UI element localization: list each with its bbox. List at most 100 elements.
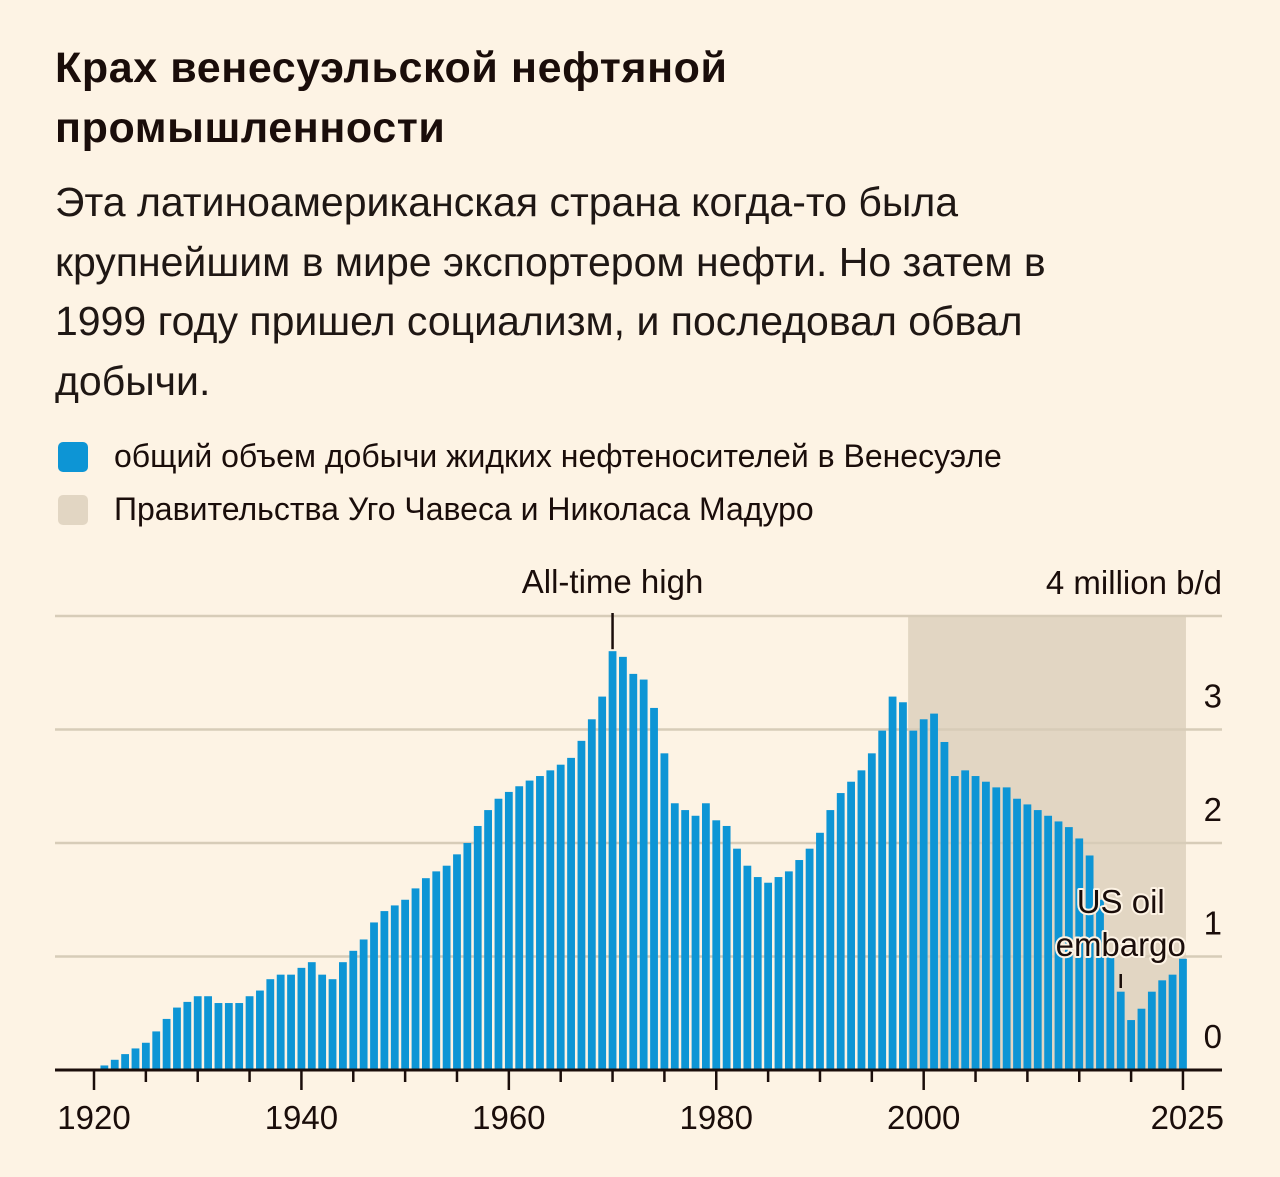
x-tick-label: 1920 bbox=[57, 1099, 130, 1136]
bar-1953 bbox=[432, 871, 441, 1070]
bar-1937 bbox=[266, 979, 275, 1070]
bar-1972 bbox=[629, 673, 638, 1070]
bar-1933 bbox=[224, 1003, 233, 1070]
bar-1952 bbox=[421, 878, 430, 1070]
legend-item-government: Правительства Уго Чавеса и Николаса Маду… bbox=[58, 483, 1002, 536]
bar-1961 bbox=[515, 786, 524, 1070]
bar-2023 bbox=[1158, 980, 1167, 1070]
bar-2004 bbox=[961, 770, 970, 1070]
bar-1959 bbox=[494, 798, 503, 1070]
bar-2014 bbox=[1064, 827, 1073, 1070]
title-line: промышленности bbox=[55, 104, 446, 152]
bar-2011 bbox=[1033, 810, 1042, 1070]
legend-swatch-beige bbox=[58, 494, 88, 525]
bar-2003 bbox=[950, 776, 959, 1070]
bar-1989 bbox=[805, 848, 814, 1070]
bar-1946 bbox=[359, 939, 368, 1070]
bar-1957 bbox=[473, 825, 482, 1070]
bar-1955 bbox=[453, 854, 461, 1070]
bar-1954 bbox=[442, 865, 451, 1070]
bar-1998 bbox=[899, 702, 907, 1070]
bar-1940 bbox=[297, 967, 306, 1070]
bar-1936 bbox=[256, 990, 264, 1070]
bar-1990 bbox=[816, 832, 824, 1070]
bar-2005 bbox=[971, 776, 980, 1070]
bar-2001 bbox=[930, 713, 938, 1070]
legend: общий объем добычи жидких нефтеносителей… bbox=[58, 430, 1002, 536]
bar-1985 bbox=[764, 882, 773, 1070]
bar-2018 bbox=[1106, 956, 1115, 1070]
chart-title: Крах венесуэльской нефтяной промышленнос… bbox=[55, 38, 728, 158]
bar-1960 bbox=[504, 791, 513, 1070]
bar-1949 bbox=[390, 905, 399, 1070]
bar-1943 bbox=[328, 979, 337, 1070]
bar-1923 bbox=[121, 1054, 130, 1070]
bar-1994 bbox=[857, 770, 866, 1070]
bar-2013 bbox=[1054, 821, 1063, 1070]
annotation-us-oil-embargo: embargo bbox=[1056, 926, 1186, 963]
bar-1951 bbox=[411, 888, 420, 1070]
x-tick-label: 1940 bbox=[265, 1099, 338, 1136]
bar-2025 bbox=[1179, 958, 1187, 1070]
bar-1958 bbox=[484, 810, 492, 1070]
bar-1973 bbox=[639, 679, 648, 1070]
annotation-us-oil-embargo: US oil bbox=[1077, 883, 1165, 920]
bar-2000 bbox=[919, 719, 928, 1070]
bar-1966 bbox=[567, 757, 575, 1070]
bar-2007 bbox=[992, 787, 1001, 1070]
y-tick-label: 2 bbox=[1204, 791, 1222, 828]
bar-1980 bbox=[712, 820, 721, 1070]
bar-2012 bbox=[1044, 815, 1053, 1070]
y-tick-label: 0 bbox=[1204, 1018, 1222, 1055]
bar-1942 bbox=[318, 974, 327, 1070]
x-tick-label: 2000 bbox=[887, 1099, 960, 1136]
legend-item-production: общий объем добычи жидких нефтеносителей… bbox=[58, 430, 1002, 483]
bar-2015 bbox=[1075, 838, 1084, 1070]
bar-1992 bbox=[836, 793, 845, 1070]
legend-label: Правительства Уго Чавеса и Николаса Маду… bbox=[114, 491, 814, 527]
bar-1944 bbox=[339, 962, 347, 1070]
bar-1929 bbox=[183, 1001, 192, 1070]
bar-1941 bbox=[307, 962, 316, 1070]
bar-1981 bbox=[722, 825, 731, 1070]
bar-1932 bbox=[214, 1003, 223, 1070]
bar-1947 bbox=[370, 922, 378, 1070]
bar-1926 bbox=[152, 1031, 161, 1070]
bar-1924 bbox=[131, 1048, 140, 1070]
bar-1934 bbox=[235, 1003, 244, 1070]
y-tick-label: 3 bbox=[1204, 678, 1222, 715]
bar-1967 bbox=[577, 740, 586, 1070]
bar-1963 bbox=[536, 776, 544, 1070]
subtitle-line: Эта латиноамериканская страна когда-то б… bbox=[55, 179, 959, 225]
bar-2016 bbox=[1085, 855, 1094, 1070]
bar-2010 bbox=[1023, 804, 1032, 1070]
bar-2019 bbox=[1116, 991, 1125, 1070]
bar-1971 bbox=[619, 656, 627, 1070]
bar-1945 bbox=[349, 950, 358, 1070]
bar-1974 bbox=[650, 707, 658, 1070]
bar-1978 bbox=[691, 815, 700, 1070]
bar-1950 bbox=[401, 899, 410, 1070]
bar-1935 bbox=[245, 996, 254, 1070]
bar-1938 bbox=[276, 974, 285, 1070]
bar-1995 bbox=[867, 753, 876, 1070]
bar-1997 bbox=[888, 696, 897, 1070]
annotation-all-time-high: All-time high bbox=[522, 563, 704, 600]
bar-1975 bbox=[660, 753, 669, 1070]
bar-2008 bbox=[1002, 787, 1011, 1070]
bar-1956 bbox=[463, 843, 472, 1070]
bar-1979 bbox=[701, 803, 710, 1070]
bar-2020 bbox=[1127, 1020, 1135, 1070]
y-tick-label: 4 million b/d bbox=[1046, 564, 1222, 601]
bar-1987 bbox=[784, 871, 793, 1070]
bar-1970 bbox=[608, 651, 617, 1070]
x-tick-label: 1980 bbox=[680, 1099, 753, 1136]
bar-1982 bbox=[733, 848, 741, 1070]
bar-2024 bbox=[1168, 974, 1177, 1070]
x-tick-label: 1960 bbox=[472, 1099, 545, 1136]
bar-1988 bbox=[795, 860, 804, 1070]
bar-1976 bbox=[670, 803, 679, 1070]
chart-subtitle: Эта латиноамериканская страна когда-то б… bbox=[55, 173, 1046, 411]
bar-1977 bbox=[681, 810, 690, 1070]
